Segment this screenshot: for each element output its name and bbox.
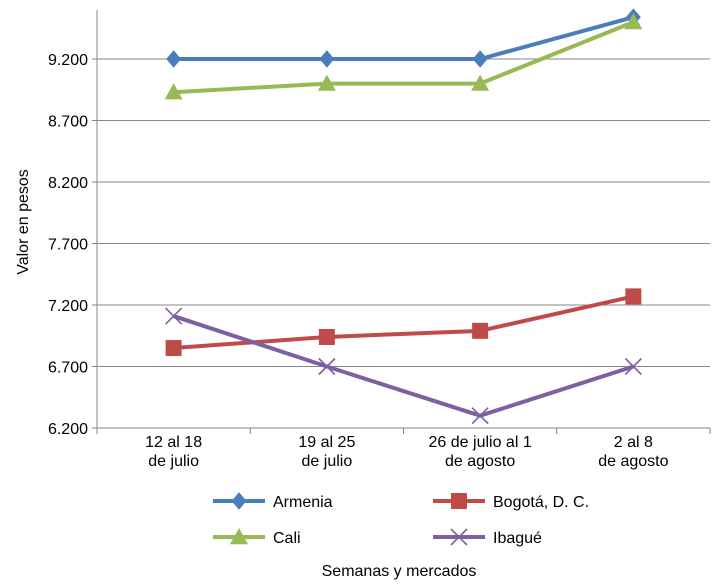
y-tick-label: 6.200 — [48, 421, 88, 438]
series-line — [172, 314, 634, 418]
series-armenia — [166, 8, 641, 68]
legend-label: Ibagué — [493, 530, 542, 547]
x-tick-label: 19 al 25 de julio — [298, 434, 355, 470]
diamond-marker — [472, 50, 488, 68]
y-axis-label: Valor en pesos — [15, 169, 32, 275]
triangle-marker — [317, 74, 336, 91]
y-tick-label: 7.200 — [48, 298, 88, 315]
legend: Armenia Bogotá, D. C. Cali Ibagué — [213, 492, 589, 547]
square-marker — [625, 288, 642, 305]
y-tick-label: 9.200 — [48, 52, 88, 69]
legend-item: Armenia — [213, 492, 333, 511]
x-marker — [165, 307, 183, 325]
y-tick-labels: 6.200 6.700 7.200 7.700 8.200 8.700 9.200 — [48, 52, 88, 438]
triangle-marker — [471, 74, 490, 91]
x-tick-label: 2 al 8 de agosto — [598, 434, 668, 470]
legend-label: Bogotá, D. C. — [493, 494, 589, 511]
legend-label: Cali — [273, 530, 301, 547]
series-lines — [164, 8, 643, 425]
legend-item: Bogotá, D. C. — [433, 493, 589, 511]
square-marker — [451, 493, 467, 509]
square-marker — [318, 328, 335, 345]
diamond-marker — [166, 50, 182, 68]
axes — [92, 10, 711, 434]
triangle-marker — [624, 13, 643, 30]
diamond-marker — [231, 492, 247, 510]
series-line — [173, 15, 634, 61]
y-tick-label: 6.700 — [48, 360, 88, 377]
x-axis-label: Semanas y mercados — [322, 563, 477, 580]
x-marker — [624, 357, 642, 376]
y-tick-label: 8.700 — [48, 114, 88, 131]
square-marker — [165, 340, 182, 357]
legend-item: Cali — [213, 528, 301, 547]
series-cali — [164, 13, 643, 100]
x-marker — [471, 407, 489, 425]
triangle-marker — [230, 528, 248, 545]
series-ibague — [165, 307, 642, 425]
y-tick-label: 7.700 — [48, 237, 88, 254]
x-tick-labels: 12 al 18 de julio 19 al 25 de julio 26 de ju… — [145, 434, 668, 470]
series-line — [173, 20, 635, 95]
legend-item: Ibagué — [433, 528, 542, 547]
diamond-marker — [319, 50, 335, 68]
triangle-marker — [164, 83, 183, 100]
square-marker — [472, 322, 489, 339]
x-marker — [450, 528, 468, 546]
legend-label: Armenia — [273, 494, 333, 511]
series-bogota-d-c — [165, 288, 642, 357]
x-tick-label: 12 al 18 de julio — [145, 434, 202, 470]
x-tick-label: 26 de julio al 1 de agosto — [429, 434, 532, 470]
y-tick-label: 8.200 — [48, 175, 88, 192]
x-marker — [318, 357, 336, 376]
